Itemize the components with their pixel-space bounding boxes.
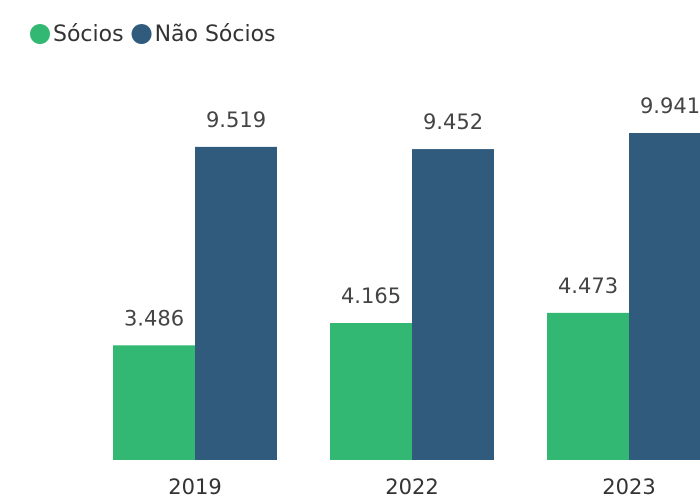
value-label: 9.941 (640, 94, 700, 118)
legend-swatch (131, 24, 152, 44)
value-label: 4.165 (341, 284, 401, 308)
x-tick-label: 2023 (602, 475, 655, 498)
legend-label: Sócios (53, 22, 124, 47)
x-tick-label: 2022 (385, 475, 438, 498)
bar (113, 345, 195, 460)
value-label: 4.473 (558, 274, 618, 298)
legend-label: Não Sócios (155, 22, 276, 47)
bar (330, 322, 412, 460)
bar (629, 133, 700, 460)
value-label: 9.519 (206, 108, 266, 132)
legend-swatch (30, 24, 50, 44)
bar (412, 149, 494, 460)
value-label: 3.486 (124, 306, 184, 330)
x-tick-label: 2019 (168, 475, 221, 498)
value-label: 9.452 (423, 110, 483, 134)
bar (195, 146, 277, 461)
bar (547, 312, 629, 460)
